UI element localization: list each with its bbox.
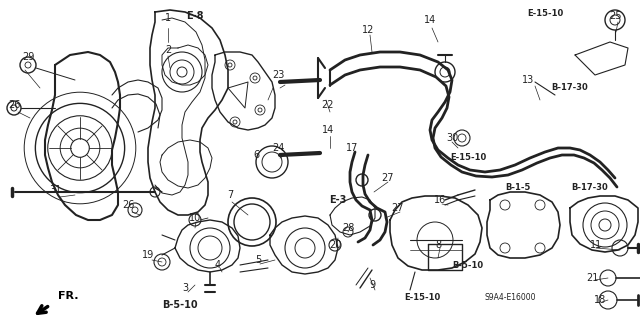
Text: B-17-30: B-17-30 [572,183,609,192]
Text: E-3: E-3 [330,195,347,205]
Text: 19: 19 [142,250,154,260]
Text: 11: 11 [590,240,602,250]
Text: 12: 12 [362,25,374,35]
Text: 9: 9 [369,280,375,290]
Text: E-8: E-8 [186,11,204,21]
Text: E-15-10: E-15-10 [450,153,486,162]
Text: 2: 2 [165,45,171,55]
Text: 22: 22 [322,100,334,110]
Text: 21: 21 [586,273,598,283]
Text: 26: 26 [8,100,20,110]
Text: 5: 5 [255,255,261,265]
Text: E-15-10: E-15-10 [527,9,563,18]
Text: 30: 30 [446,133,458,143]
Text: 6: 6 [253,150,259,160]
Text: 27: 27 [392,203,404,213]
Text: 20: 20 [329,240,341,250]
Text: 14: 14 [424,15,436,25]
Text: E-15-10: E-15-10 [404,293,440,302]
Text: 28: 28 [342,223,354,233]
Text: 17: 17 [346,143,358,153]
Text: 25: 25 [609,11,621,21]
Text: FR.: FR. [58,291,79,301]
Text: 27: 27 [381,173,394,183]
Text: 4: 4 [215,260,221,270]
Text: 3: 3 [182,283,188,293]
Text: B-17-30: B-17-30 [552,84,588,93]
Text: 26: 26 [122,200,134,210]
Text: 29: 29 [22,52,34,62]
Text: B-5-10: B-5-10 [162,300,198,310]
Text: 31: 31 [49,185,61,195]
Text: 24: 24 [272,143,284,153]
Text: B-1-5: B-1-5 [506,183,531,192]
Text: 18: 18 [594,295,606,305]
Text: 13: 13 [522,75,534,85]
Text: 23: 23 [272,70,284,80]
Text: S9A4-E16000: S9A4-E16000 [484,293,536,302]
Text: 1: 1 [165,13,171,23]
Text: 8: 8 [435,240,441,250]
Text: 10: 10 [189,213,201,223]
Text: 14: 14 [322,125,334,135]
Text: 16: 16 [434,195,446,205]
Text: B-5-10: B-5-10 [452,261,484,270]
Text: 7: 7 [227,190,233,200]
